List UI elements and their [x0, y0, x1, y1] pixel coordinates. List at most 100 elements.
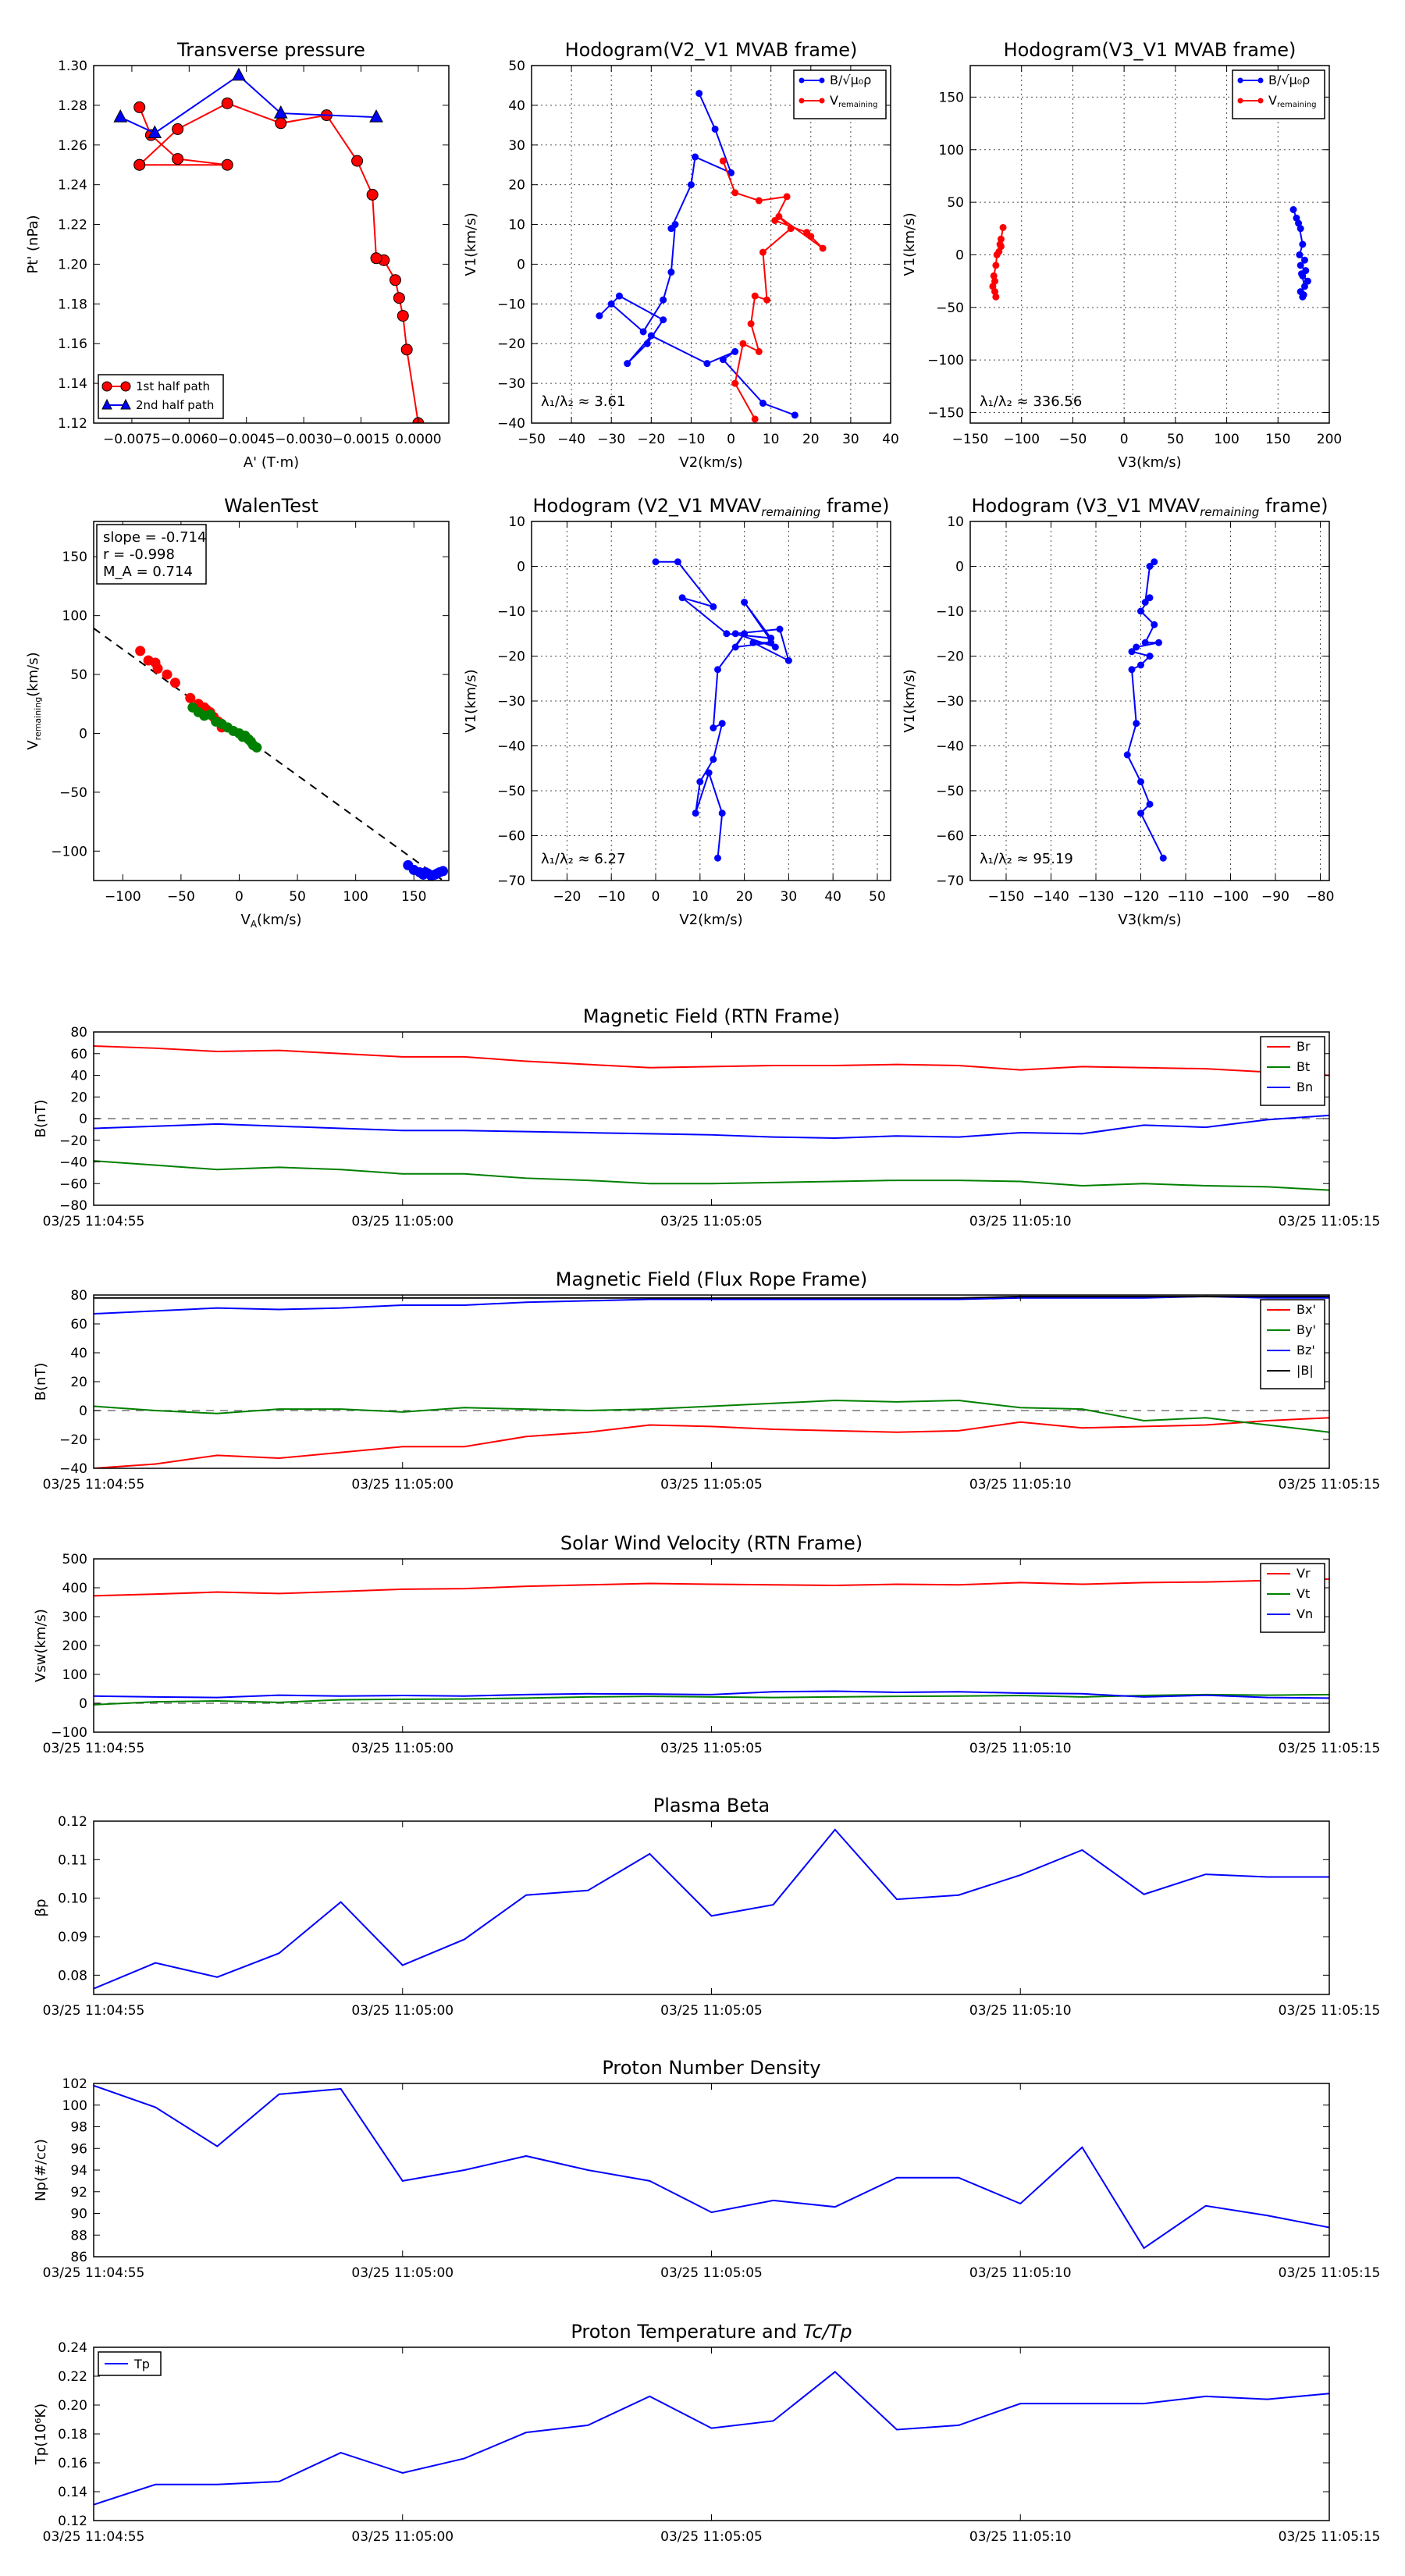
y-tick-label: −60	[497, 829, 525, 845]
data-point	[763, 296, 771, 304]
data-point	[705, 769, 713, 777]
y-tick-label: 60	[70, 1317, 87, 1332]
y-tick-label: 50	[947, 195, 964, 211]
data-point	[671, 221, 679, 229]
data-point	[739, 340, 747, 347]
x-tick-label: −50	[518, 432, 546, 447]
data-point	[751, 292, 759, 300]
chart-hodo3: Hodogram (V2_V1 MVAVremaining frame) −70 −…	[463, 495, 891, 928]
x-tick-label: 40	[882, 432, 899, 447]
data-point	[741, 630, 749, 638]
x-tick-label: 03/25 11:05:00	[351, 2265, 454, 2281]
y-tick-label: 0	[79, 1404, 87, 1419]
chart-title: Hodogram (V2_V1 MVAVremaining frame)	[533, 495, 890, 519]
y-tick-label: −10	[497, 604, 525, 620]
y-axis-label: B(nT)	[33, 1363, 49, 1401]
x-tick-label: −50	[1058, 432, 1087, 447]
y-tick-label: 102	[62, 2076, 87, 2092]
x-tick-label: 30	[781, 889, 798, 905]
y-tick-label: −40	[497, 739, 525, 755]
data-point	[1304, 277, 1311, 285]
x-tick-label: 03/25 11:05:15	[1279, 2265, 1381, 2281]
y-tick-label: −40	[59, 1155, 87, 1171]
data-point	[647, 332, 655, 340]
y-tick-label: 40	[70, 1069, 87, 1084]
y-tick-label: 20	[70, 1375, 87, 1390]
plot-frame	[93, 1820, 1330, 1995]
data-point	[624, 360, 631, 368]
x-tick-label: −0.0015	[333, 432, 390, 447]
series-line-B	[656, 560, 790, 859]
stats-line: M_A = 0.714	[103, 564, 193, 580]
data-point	[1151, 558, 1158, 566]
eigen-ratio-annotation: λ₁/λ₂ ≈ 336.56	[980, 393, 1082, 410]
legend-marker	[1257, 77, 1264, 84]
x-tick-label: 50	[869, 889, 886, 905]
data-point	[755, 347, 763, 355]
chart-mag_fr: Magnetic Field (Flux Rope Frame) −40 −20 0 2…	[33, 1268, 1380, 1493]
data-point	[232, 67, 246, 81]
data-point	[596, 312, 603, 320]
y-axis-label: Vremaining(km/s)	[25, 652, 43, 749]
y-tick-label: 50	[70, 667, 87, 683]
data-point	[1128, 648, 1136, 656]
data-point	[759, 400, 767, 407]
series-line-Bx	[94, 1417, 1329, 1468]
data-point	[723, 630, 731, 638]
data-point	[695, 90, 703, 98]
y-tick-label: 1.22	[58, 218, 87, 233]
data-point	[747, 320, 755, 328]
y-tick-label: 10	[508, 218, 525, 233]
legend-marker	[120, 398, 131, 410]
x-tick-label: 03/25 11:05:00	[351, 1214, 454, 1229]
legend-box	[793, 69, 887, 119]
x-tick-label: −0.0030	[275, 432, 333, 447]
y-tick-label: 1.28	[58, 98, 87, 114]
x-tick-label: 03/25 11:04:55	[43, 1741, 145, 1756]
plot-frame	[93, 65, 450, 424]
y-tick-label: 400	[62, 1581, 87, 1596]
x-tick-label: −150	[952, 432, 989, 447]
stats-line: r = -0.998	[103, 546, 175, 563]
data-point	[162, 669, 173, 680]
data-point	[710, 756, 717, 763]
eigen-ratio-annotation: λ₁/λ₂ ≈ 3.61	[541, 393, 625, 410]
legend-marker	[819, 77, 825, 84]
y-tick-label: 86	[70, 2250, 87, 2265]
y-tick-label: −40	[59, 1461, 87, 1477]
plot-frame	[969, 65, 1330, 424]
x-tick-label: 03/25 11:05:15	[1279, 2529, 1381, 2545]
data-point	[776, 625, 784, 633]
legend-label: |B|	[1297, 1363, 1314, 1378]
legend-marker	[1257, 98, 1264, 104]
legend-label: Vremaining	[1268, 93, 1316, 109]
stats-line: slope = -0.714	[103, 529, 206, 546]
y-tick-label: 20	[70, 1090, 87, 1105]
data-point	[667, 269, 675, 276]
chart-title: Hodogram(V2_V1 MVAB frame)	[565, 39, 858, 61]
y-tick-label: 100	[62, 2098, 87, 2114]
data-point	[710, 603, 717, 610]
data-point	[992, 293, 1000, 301]
data-point	[133, 158, 146, 171]
x-tick-label: 03/25 11:04:55	[43, 1214, 145, 1229]
data-point	[731, 189, 739, 197]
data-point	[692, 153, 699, 161]
data-point	[741, 599, 749, 606]
eigen-ratio-annotation: λ₁/λ₂ ≈ 95.19	[980, 851, 1073, 867]
data-point	[731, 630, 739, 638]
y-tick-label: 0.14	[58, 2485, 87, 2500]
x-axis-label: V3(km/s)	[1118, 912, 1181, 928]
fit-line	[94, 628, 445, 881]
y-tick-label: 20	[508, 178, 525, 194]
data-point	[172, 123, 184, 135]
chart-density: Proton Number Density 86 88 90 92 94 96 98 100 10…	[33, 2057, 1380, 2281]
series-line-Np	[94, 2084, 1329, 2250]
data-point	[113, 109, 128, 123]
legend-marker	[799, 77, 805, 84]
x-tick-label: −150	[988, 889, 1025, 905]
x-tick-label: 10	[763, 432, 780, 447]
data-point	[1133, 643, 1140, 651]
legend-label: Bt	[1297, 1059, 1310, 1074]
y-tick-label: −70	[936, 873, 964, 889]
